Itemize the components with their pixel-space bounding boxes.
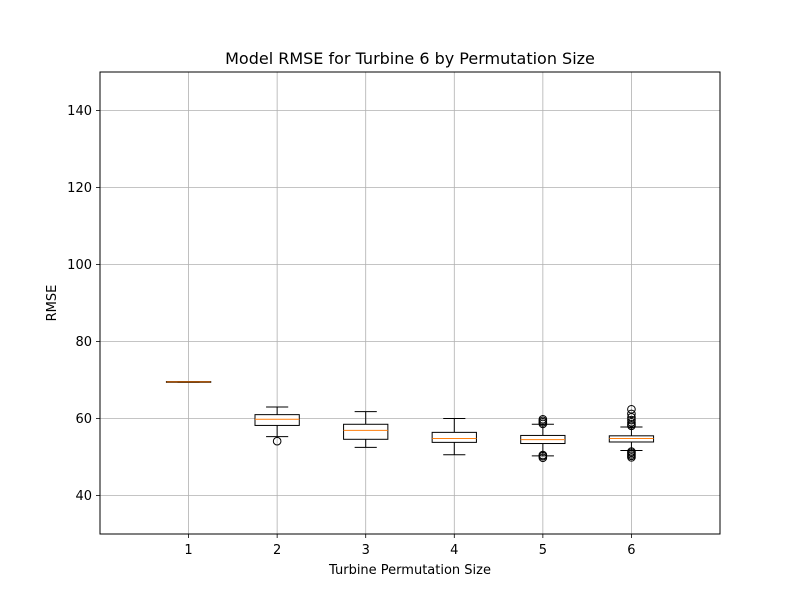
x-tick-label: 1 bbox=[184, 543, 192, 558]
y-tick-label: 140 bbox=[67, 104, 92, 119]
y-tick-label: 120 bbox=[67, 181, 92, 196]
iqr-box bbox=[431, 431, 477, 443]
box-group-2 bbox=[254, 406, 300, 446]
x-tick-label: 5 bbox=[539, 543, 547, 558]
outlier-point bbox=[627, 404, 636, 414]
y-tick-label: 100 bbox=[67, 258, 92, 273]
y-axis-label: RMSE bbox=[45, 285, 60, 322]
plot-area-frame bbox=[99, 71, 721, 535]
outlier-point bbox=[627, 418, 636, 427]
outlier-point bbox=[627, 415, 636, 425]
outlier-point bbox=[272, 436, 282, 446]
x-tick-label: 6 bbox=[627, 543, 635, 558]
outlier-point bbox=[627, 409, 636, 419]
x-tick-label: 2 bbox=[273, 543, 281, 558]
outlier-point bbox=[627, 447, 636, 456]
y-tick-label: 40 bbox=[75, 489, 92, 504]
grid-lines bbox=[100, 72, 720, 534]
y-tick-label: 80 bbox=[75, 335, 92, 350]
box-group-6 bbox=[608, 404, 655, 462]
x-axis-label: Turbine Permutation Size bbox=[328, 563, 491, 578]
outlier-point bbox=[538, 414, 548, 424]
box-plot-series bbox=[165, 381, 655, 463]
box-group-4 bbox=[431, 418, 477, 456]
iqr-box bbox=[254, 414, 300, 426]
x-tick-label: 4 bbox=[450, 543, 458, 558]
box-group-1 bbox=[165, 381, 212, 383]
iqr-box bbox=[343, 423, 389, 440]
chart-title: Model RMSE for Turbine 6 by Permutation … bbox=[225, 49, 595, 68]
axis-ticks: 40 60 80 100 120 140 1 2 3 4 5 6 bbox=[67, 104, 635, 558]
box-group-5 bbox=[520, 414, 566, 463]
x-tick-label: 3 bbox=[362, 543, 370, 558]
outlier-point bbox=[538, 450, 548, 460]
box-group-3 bbox=[343, 411, 389, 448]
y-tick-label: 60 bbox=[75, 412, 92, 427]
